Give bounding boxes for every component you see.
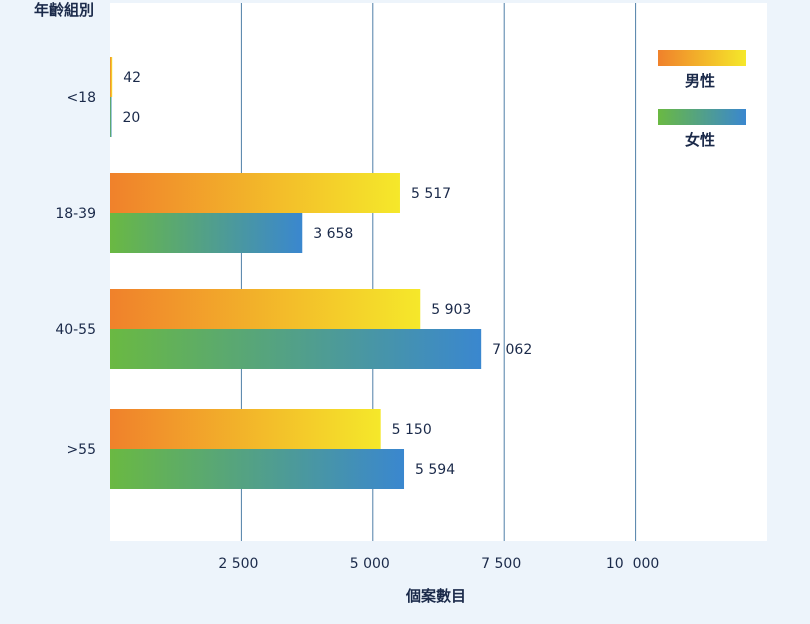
bar-female [110,213,303,253]
bar-male [110,289,421,329]
y-tick-label: <18 [66,90,96,106]
bar-female [110,449,405,489]
y-tick-label: 18-39 [55,206,96,222]
x-tick-label: 5 000 [350,556,390,572]
data-label: 3 658 [313,226,353,242]
x-tick-label: 7 500 [481,556,521,572]
bar-female [110,329,482,369]
data-label: 5 594 [415,462,455,478]
legend-label-male: 男性 [685,72,715,90]
x-tick-label: 2 500 [218,556,258,572]
y-tick-label: >55 [66,442,96,458]
data-label: 5 903 [431,302,471,318]
data-labels: 42 20 5 517 3 658 5 903 7 062 5 150 5 594 [123,70,533,478]
data-label: 7 062 [492,342,532,358]
data-label: 20 [123,110,141,126]
legend-swatch-female [658,109,746,125]
data-label: 5 150 [392,422,432,438]
legend-label-female: 女性 [685,131,715,149]
bar-male [110,57,113,97]
bar-male [110,173,400,213]
bar-female [110,97,112,137]
x-tick-labels: 2 500 5 000 7 500 10 000 [218,556,659,572]
y-axis-title: 年齡組別 [34,1,94,19]
bar-male [110,409,381,449]
data-label: 42 [123,70,141,86]
y-tick-label: 40-55 [55,322,96,338]
data-label: 5 517 [411,186,451,202]
legend-swatch-male [658,50,746,66]
x-tick-label: 10 000 [606,556,659,572]
bars [110,57,482,489]
x-axis-title: 個案數目 [405,587,466,605]
y-tick-labels: <18 18-39 40-55 >55 [55,90,96,458]
